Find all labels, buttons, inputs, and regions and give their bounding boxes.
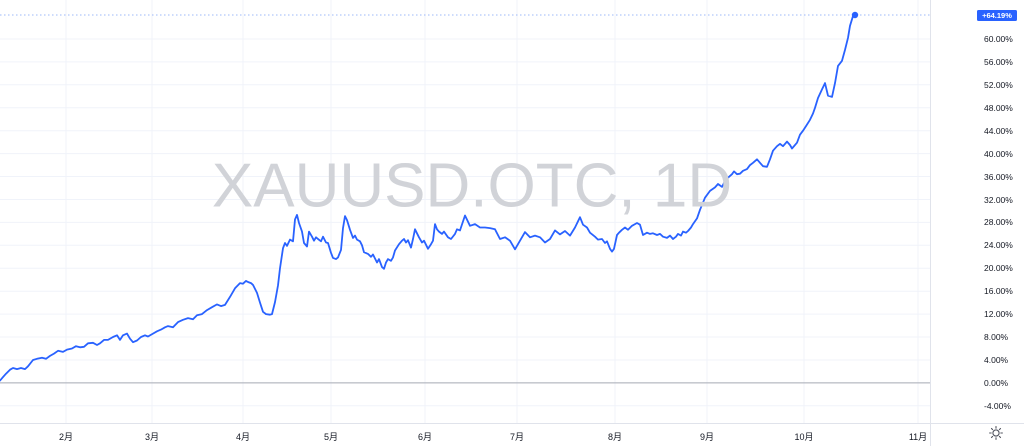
gear-icon[interactable] — [988, 425, 1004, 441]
price-axis-label: 24.00% — [984, 240, 1013, 251]
price-axis-label: 60.00% — [984, 34, 1013, 44]
price-axis-label: 36.00% — [984, 171, 1013, 182]
price-axis-label: 40.00% — [984, 148, 1013, 159]
price-axis-label: 20.00% — [984, 263, 1013, 274]
price-axis-label: 44.00% — [984, 125, 1013, 136]
time-axis-label: 2月 — [58, 432, 74, 442]
price-axis-label: 32.00% — [984, 194, 1013, 205]
time-axis-label: 10月 — [794, 432, 814, 442]
time-axis-label: 9月 — [699, 432, 715, 442]
price-axis-label: 0.00% — [984, 377, 1009, 388]
price-axis-label: 12.00% — [984, 309, 1013, 320]
price-axis-label: 56.00% — [984, 56, 1013, 67]
price-axis-label: 28.00% — [984, 217, 1013, 228]
price-axis-label: -4.00% — [984, 400, 1011, 411]
price-axis-label: 52.00% — [984, 79, 1013, 90]
price-line — [0, 14, 856, 382]
chart-plot-area: XAUUSD.OTC, 1D — [0, 0, 930, 423]
gear-icon-glyph — [989, 426, 1003, 440]
last-price-badge: +64.19% — [977, 9, 1017, 21]
time-axis[interactable]: 2月 3月 4月 5月 6月 7月 8月 9月 10月 11月 — [0, 423, 1024, 446]
time-axis-label: 3月 — [144, 432, 160, 442]
price-axis-label: 4.00% — [984, 355, 1009, 365]
price-axis[interactable]: 60.00% 56.00% 52.00% 48.00% 44.00% 40.00% 36.0… — [930, 0, 1024, 446]
chart-canvas[interactable] — [0, 0, 930, 423]
price-axis-label: 48.00% — [984, 102, 1013, 113]
price-axis-label: 8.00% — [984, 332, 1009, 342]
time-axis-label: 7月 — [509, 432, 525, 442]
time-axis-label: 6月 — [417, 432, 433, 442]
time-axis-label: 11月 — [908, 432, 928, 442]
time-axis-label: 8月 — [607, 432, 623, 442]
last-price-dot — [851, 11, 859, 19]
time-axis-label: 4月 — [235, 432, 251, 442]
time-axis-label: 5月 — [323, 432, 339, 442]
price-axis-label: 16.00% — [984, 286, 1013, 297]
